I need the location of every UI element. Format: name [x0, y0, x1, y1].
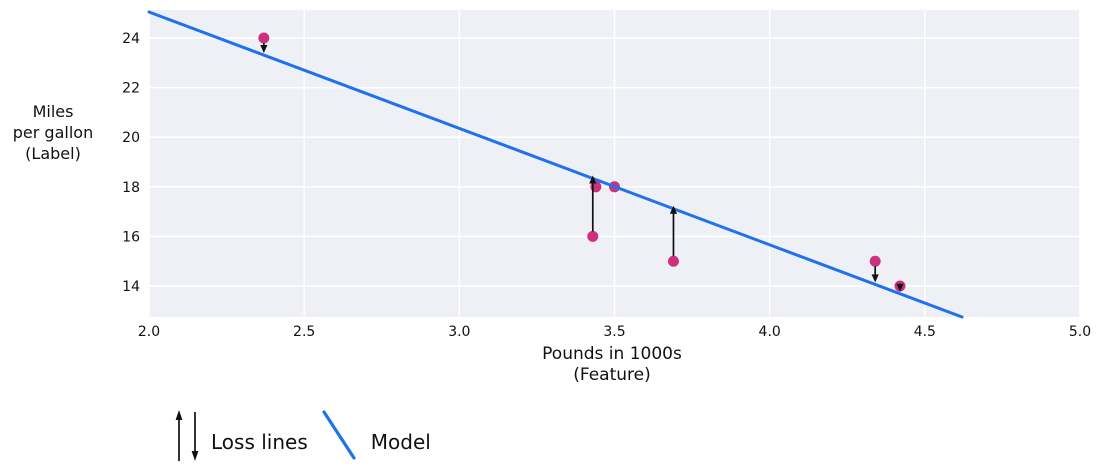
y-tick-label: 16: [122, 229, 140, 245]
x-tick-label: 4.0: [759, 324, 781, 340]
x-tick-label: 4.5: [914, 324, 936, 340]
x-axis-label: Pounds in 1000s (Feature): [542, 344, 682, 385]
loss-line-arrowhead: [589, 175, 597, 184]
loss-line-arrowhead: [260, 45, 268, 54]
down-arrowhead-icon: [191, 451, 199, 461]
y-tick-label: 24: [122, 31, 140, 47]
up-arrowhead-icon: [175, 410, 183, 420]
model-line-icon: [322, 410, 356, 460]
loss-line-arrowhead: [871, 274, 879, 283]
x-tick-label: 3.0: [448, 324, 470, 340]
model-line: [147, 10, 964, 319]
loss-line-arrowhead: [896, 283, 904, 292]
x-tick-label: 2.0: [138, 324, 160, 340]
loss-lines-icon: [175, 410, 199, 461]
legend-label-model: Model: [370, 430, 431, 454]
x-tick-label: 5.0: [1069, 324, 1091, 340]
y-tick-label: 20: [122, 130, 140, 146]
y-tick-label: 18: [122, 180, 140, 196]
x-tick-label: 2.5: [293, 324, 315, 340]
y-axis-label: Miles per gallon (Label): [12, 102, 94, 163]
chart-legend: Loss lines Model: [166, 403, 431, 463]
data-point: [869, 255, 881, 267]
data-point: [258, 32, 270, 44]
data-point: [667, 255, 679, 267]
model-icon: [322, 410, 356, 460]
y-tick-label: 14: [122, 279, 140, 295]
y-tick-label: 22: [122, 81, 140, 97]
legend-label-loss-lines: Loss lines: [211, 430, 308, 454]
x-tick-label: 3.5: [603, 324, 625, 340]
loss-line-arrowhead: [669, 205, 678, 214]
data-point: [587, 230, 599, 242]
